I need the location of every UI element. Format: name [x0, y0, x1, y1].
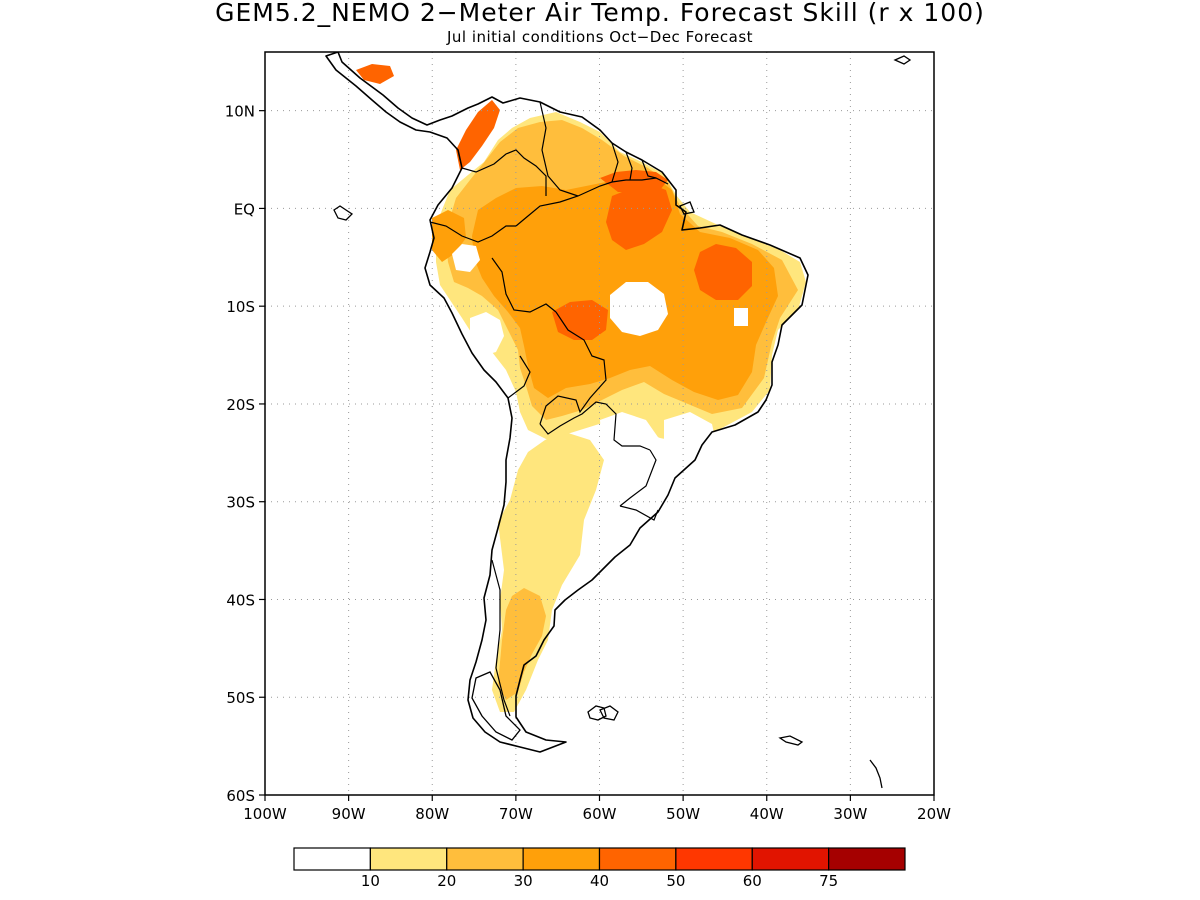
x-tick-label: 70W: [499, 805, 533, 823]
band-40-50-amazon-east: [606, 184, 672, 250]
colorbar-swatch: [751, 847, 830, 871]
longitude-axis: 100W 90W 80W 70W 60W 50W 40W 30W 20W: [243, 795, 951, 823]
band-40-50-bolivia: [552, 300, 608, 340]
country-border: [611, 142, 619, 183]
colorbar-label: 75: [819, 872, 838, 890]
colorbar-swatch: [522, 847, 601, 871]
skill-shading: [326, 52, 808, 752]
colorbar-swatch: [598, 847, 677, 871]
cuba-fragment-island: [893, 55, 912, 65]
country-border: [539, 401, 651, 451]
y-tick-label: 40S: [226, 591, 255, 609]
y-tick-label: 10N: [225, 103, 255, 121]
low-skill-pocket-east-brazil: [734, 308, 748, 326]
country-border: [515, 177, 669, 227]
y-tick-label: 60S: [226, 787, 255, 805]
y-tick-label: 10S: [226, 298, 255, 316]
y-tick-label: 20S: [226, 396, 255, 414]
country-border: [641, 159, 657, 179]
country-border: [539, 311, 607, 425]
country-border: [619, 449, 657, 507]
country-border: [539, 101, 579, 197]
colorbar-label: 30: [514, 872, 533, 890]
colorbar-label: 50: [666, 872, 685, 890]
south-sandwich-islands: [869, 759, 883, 789]
country-border: [619, 505, 659, 521]
country-border: [491, 559, 511, 717]
galapagos-island: [333, 205, 354, 221]
y-tick-label: 30S: [226, 494, 255, 512]
coastlines: [325, 52, 912, 789]
falkland-island-west: [587, 705, 607, 721]
x-tick-label: 20W: [917, 805, 951, 823]
colorbar-swatch: [446, 847, 524, 871]
country-border: [491, 257, 557, 313]
trinidad-island: [679, 201, 695, 215]
colorbar-swatch: [369, 847, 448, 871]
latitude-axis: 10N EQ 10S 20S 30S 40S 50S 60S: [225, 103, 265, 805]
low-skill-pocket-southeast-brazil: [664, 412, 716, 458]
tierra-del-fuego-island: [471, 671, 521, 741]
colorbar: 10 20 30 40 50 60 75: [293, 847, 906, 890]
x-tick-label: 40W: [750, 805, 784, 823]
low-skill-pocket-central-brazil: [610, 282, 668, 336]
country-border: [461, 149, 547, 196]
x-tick-label: 30W: [833, 805, 867, 823]
x-tick-label: 100W: [243, 805, 287, 823]
x-tick-label: 90W: [332, 805, 366, 823]
y-tick-label: EQ: [234, 200, 255, 218]
south-georgia-island: [778, 735, 804, 746]
falkland-island-east: [599, 705, 619, 721]
colorbar-swatch: [675, 847, 753, 871]
colorbar-label: 20: [437, 872, 456, 890]
band-40-50-guianas: [600, 170, 668, 192]
y-tick-label: 50S: [226, 689, 255, 707]
band-20-30-patagonia: [498, 588, 546, 700]
country-border: [625, 151, 633, 181]
colorbar-label: 60: [743, 872, 762, 890]
band-40-50-colombia: [456, 100, 500, 170]
x-tick-label: 60W: [583, 805, 617, 823]
map-subtitle: Jul initial conditions Oct−Dec Forecast: [446, 28, 754, 46]
colorbar-label: 40: [590, 872, 609, 890]
colorbar-swatch: [293, 847, 371, 871]
low-skill-pocket-south-coast: [602, 508, 648, 552]
colorbar-swatch: [828, 847, 906, 871]
x-tick-label: 50W: [666, 805, 700, 823]
band-40-50-panama: [356, 64, 394, 84]
colorbar-label: 10: [361, 872, 380, 890]
country-border: [429, 221, 516, 243]
band-40-50-northeast: [694, 244, 752, 300]
low-skill-pocket-peru: [470, 312, 504, 356]
map-title: GEM5.2_NEMO 2−Meter Air Temp. Forecast S…: [215, 0, 985, 27]
x-tick-label: 80W: [415, 805, 449, 823]
country-border: [507, 355, 531, 399]
low-skill-pocket-ecuador: [452, 244, 480, 272]
